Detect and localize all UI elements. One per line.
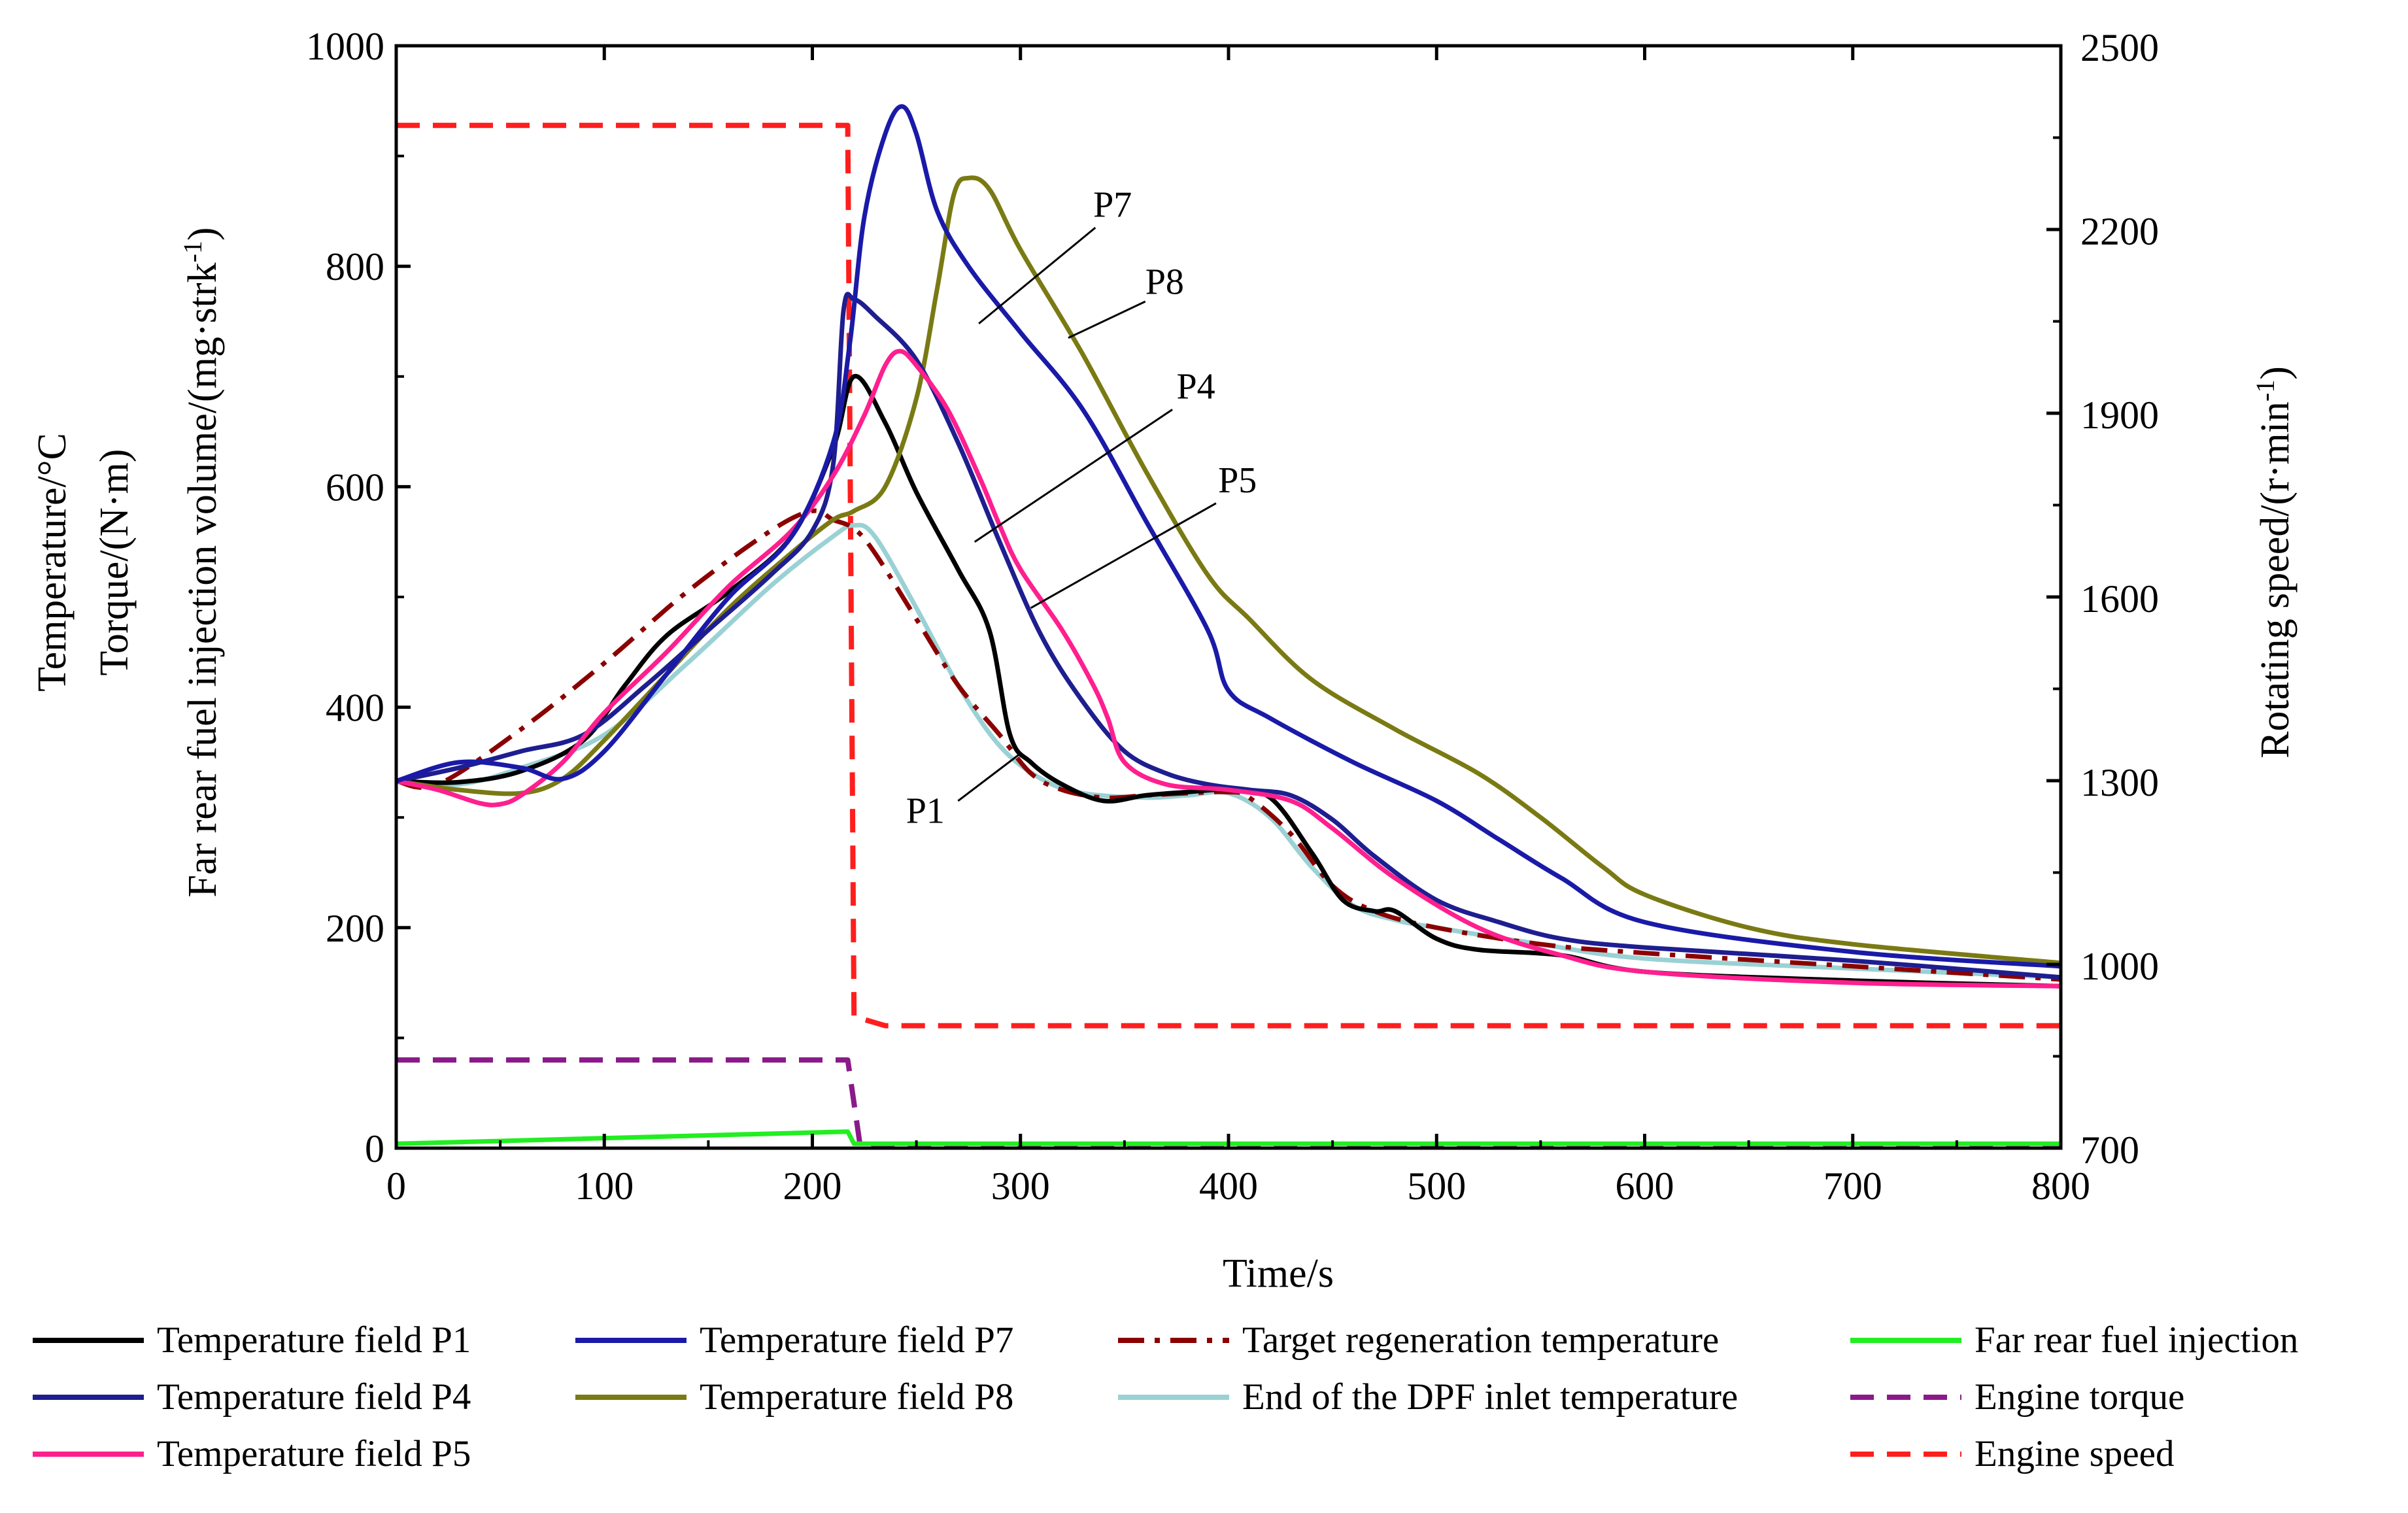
y-axis-title-line-1: Temperature/°C	[30, 433, 75, 692]
y2-tick-label: 2500	[2080, 26, 2159, 69]
y-tick-label: 200	[326, 907, 384, 950]
series-line-engine-torque	[396, 1057, 2061, 1149]
annotation-leader-p1	[957, 753, 1021, 802]
x-tick-label: 600	[1616, 1164, 1674, 1208]
series-line-end-of-the-dpf-inlet-temperature	[396, 522, 2061, 980]
annotation-label-p4: P4	[1176, 367, 1215, 407]
y-axis-title-line-3-main: Far rear fuel injection volume/(mg·strk	[180, 262, 225, 897]
x-tick-label: 800	[2031, 1164, 2090, 1208]
y-tick-label: 400	[326, 687, 384, 730]
annotation-label-p5: P5	[1218, 460, 1257, 501]
y-tick-label: 0	[365, 1127, 384, 1170]
annotation-leader-p5	[1030, 502, 1217, 609]
y2-axis-title-close: )	[2253, 366, 2298, 380]
x-tick-label: 500	[1407, 1164, 1466, 1208]
legend-label-engine-speed: Engine speed	[1975, 1433, 2174, 1474]
legend-label-target-regeneration-temperature: Target regeneration temperature	[1242, 1319, 1719, 1361]
series-line-temperature-field-p5	[396, 348, 2061, 989]
y-axis-title-line-3-sup: -1	[178, 241, 207, 262]
legend-label-end-of-the-dpf-inlet-temperature: End of the DPF inlet temperature	[1242, 1376, 1738, 1418]
y2-tick-label: 1000	[2080, 945, 2159, 988]
annotation-leader-p4	[974, 409, 1173, 543]
y2-tick-label: 700	[2080, 1129, 2139, 1172]
series-line-temperature-field-p8	[396, 175, 2061, 966]
y-axis-title-line-3-close: )	[180, 227, 225, 241]
series-line-target-regeneration-temperature	[396, 508, 2061, 982]
y-tick-label: 1000	[306, 25, 384, 68]
x-tick-label: 300	[991, 1164, 1050, 1208]
series-line-temperature-field-p1	[396, 373, 2061, 989]
x-tick-label: 100	[575, 1164, 634, 1208]
y-axis-title-line-3: Far rear fuel injection volume/(mg·strk-…	[178, 227, 226, 897]
y2-tick-label: 1900	[2080, 394, 2159, 437]
annotations: P7 P8 P4 P5 P1	[906, 184, 1257, 831]
legend-label-temperature-field-p1: Temperature field P1	[157, 1319, 471, 1361]
x-tick-label: 400	[1199, 1164, 1258, 1208]
legend-label-far-rear-fuel-injection: Far rear fuel injection	[1975, 1319, 2298, 1361]
annotation-label-p7: P7	[1093, 184, 1132, 225]
y-tick-label: 800	[326, 245, 384, 288]
annotation-leader-p8	[1068, 300, 1146, 339]
x-axis-title: Time/s	[1223, 1251, 1334, 1296]
x-tick-label: 0	[386, 1164, 406, 1208]
axis-titles: Time/s Temperature/°C Torque/(N·m) Far r…	[30, 227, 2298, 1296]
y-tick-label: 600	[326, 466, 384, 509]
annotation-label-p1: P1	[906, 791, 945, 832]
legend-label-temperature-field-p5: Temperature field P5	[157, 1433, 471, 1474]
legend-label-temperature-field-p4: Temperature field P4	[157, 1376, 471, 1418]
legend: Temperature field P1 Temperature field P7…	[33, 1319, 2298, 1474]
series-line-temperature-field-p7	[395, 104, 2061, 969]
legend-label-temperature-field-p7: Temperature field P7	[700, 1319, 1013, 1361]
y2-axis-title-main: Rotating speed/(r·min	[2253, 401, 2298, 758]
y2-axis-title: Rotating speed/(r·min-1)	[2250, 366, 2298, 758]
legend-label-temperature-field-p8: Temperature field P8	[700, 1376, 1013, 1418]
series-line-temperature-field-p4	[396, 292, 2061, 980]
y-axis-title-line-2: Torque/(N·m)	[92, 449, 137, 676]
annotation-leader-p7	[978, 227, 1096, 325]
y2-tick-label: 1600	[2080, 577, 2159, 620]
y2-tick-label: 1300	[2080, 761, 2159, 804]
y2-axis-title-sup: -1	[2250, 380, 2280, 401]
axes: 0 100 200 300 400 500 600 700 800020040060080010…	[306, 25, 2159, 1208]
annotation-label-p8: P8	[1145, 262, 1184, 302]
series-line-engine-speed	[396, 122, 2061, 1028]
x-tick-label: 200	[783, 1164, 842, 1208]
legend-label-engine-torque: Engine torque	[1975, 1376, 2184, 1418]
y2-tick-label: 2200	[2080, 210, 2159, 253]
series-line-far-rear-fuel-injection	[396, 1129, 2061, 1146]
x-tick-label: 700	[1823, 1164, 1882, 1208]
series-lines	[395, 104, 2061, 1149]
